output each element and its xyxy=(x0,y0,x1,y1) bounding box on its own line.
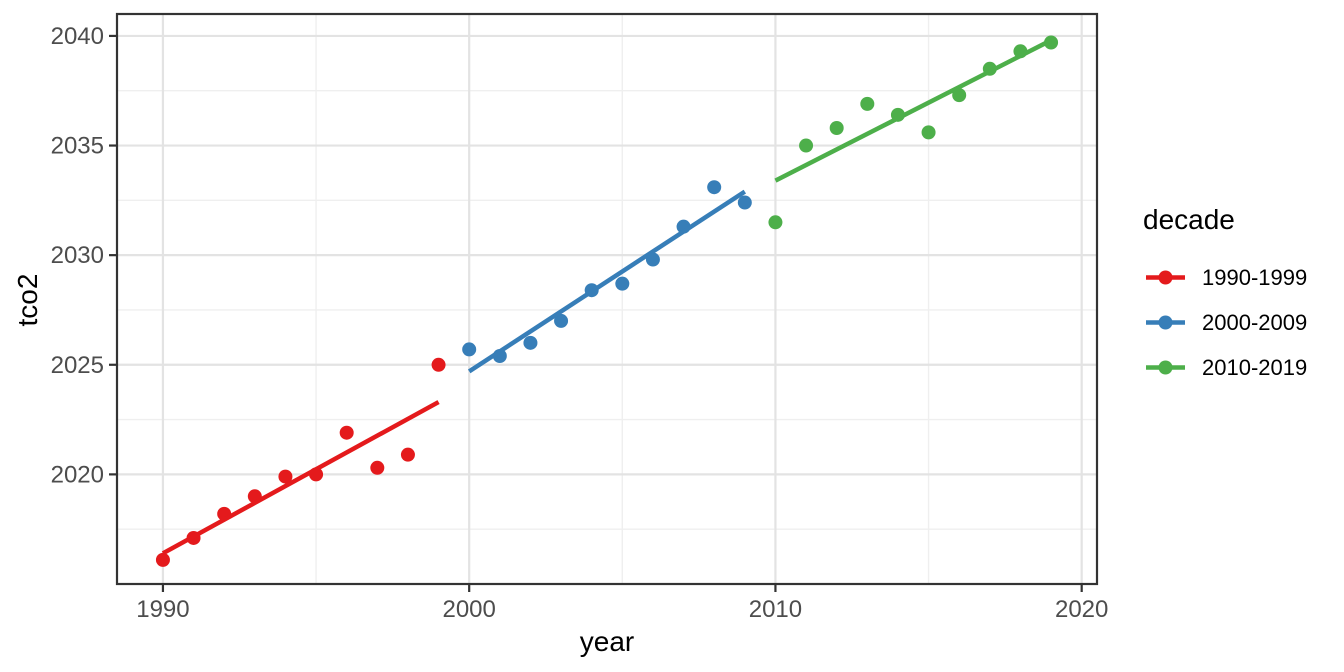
data-point-2000-2009 xyxy=(462,342,477,357)
x-tick-label: 1990 xyxy=(136,596,189,623)
legend-key-dot xyxy=(1158,360,1173,375)
data-point-2000-2009 xyxy=(615,276,630,291)
legend-title: decade xyxy=(1143,204,1235,235)
data-point-2000-2009 xyxy=(554,313,569,328)
y-axis-title: tco2 xyxy=(12,273,43,327)
panel-border xyxy=(115,12,1099,586)
y-tick-label: 2020 xyxy=(51,461,104,488)
legend-key-dot xyxy=(1158,270,1173,285)
y-tick-label: 2035 xyxy=(51,133,104,160)
trend-line-1990-1999 xyxy=(161,400,440,556)
data-point-1990-1999 xyxy=(339,425,354,440)
data-point-1990-1999 xyxy=(370,460,385,475)
data-point-2010-2019 xyxy=(952,88,967,103)
data-point-1990-1999 xyxy=(278,469,293,484)
legend-key-dot xyxy=(1158,315,1173,330)
legend-item-label: 2010-2019 xyxy=(1202,354,1308,380)
x-tick-label: 2010 xyxy=(749,596,802,623)
data-point-1990-1999 xyxy=(155,552,170,567)
data-point-2000-2009 xyxy=(523,335,538,350)
data-point-2010-2019 xyxy=(768,215,783,230)
legend-key-icon xyxy=(1146,360,1185,375)
legend-items: 1990-1999 2000-2009 2010-2019 xyxy=(1143,255,1307,390)
data-point-1990-1999 xyxy=(400,447,415,462)
y-tick-label: 2030 xyxy=(51,242,104,269)
legend-key-icon xyxy=(1146,315,1185,330)
trend-line-2000-2009 xyxy=(467,189,747,374)
data-point-2000-2009 xyxy=(707,180,722,195)
y-tick-label: 2040 xyxy=(51,23,104,50)
data-point-2010-2019 xyxy=(799,138,814,153)
data-point-2010-2019 xyxy=(829,121,844,135)
y-tick-label: 2025 xyxy=(51,352,104,379)
legend-item-label: 2000-2009 xyxy=(1202,309,1308,335)
data-point-2010-2019 xyxy=(921,125,936,140)
data-point-2000-2009 xyxy=(737,195,752,210)
legend-item-2000-2009: 2000-2009 xyxy=(1143,300,1307,345)
legend-item-1990-1999: 1990-1999 xyxy=(1143,255,1307,300)
legend: decade 1990-1999 2000-2009 2010-2019 xyxy=(1143,203,1307,390)
legend-item-2010-2019: 2010-2019 xyxy=(1143,345,1307,390)
trend-line-2010-2019 xyxy=(774,38,1053,183)
x-tick-label: 2000 xyxy=(442,596,495,623)
legend-key-icon xyxy=(1146,270,1185,285)
x-tick-label: 2020 xyxy=(1055,596,1108,623)
legend-item-label: 1990-1999 xyxy=(1202,264,1308,290)
data-point-1990-1999 xyxy=(431,357,446,372)
data-point-2010-2019 xyxy=(860,96,875,111)
x-axis-title: year xyxy=(579,626,635,657)
